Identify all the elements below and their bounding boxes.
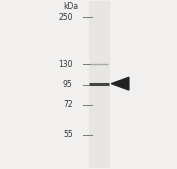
- Text: 130: 130: [58, 60, 73, 69]
- Text: 250: 250: [58, 13, 73, 22]
- Text: 72: 72: [63, 100, 73, 109]
- Bar: [88, 1, 110, 168]
- Text: 55: 55: [63, 130, 73, 139]
- Polygon shape: [111, 77, 129, 90]
- Text: kDa: kDa: [63, 2, 78, 11]
- Text: 95: 95: [63, 80, 73, 89]
